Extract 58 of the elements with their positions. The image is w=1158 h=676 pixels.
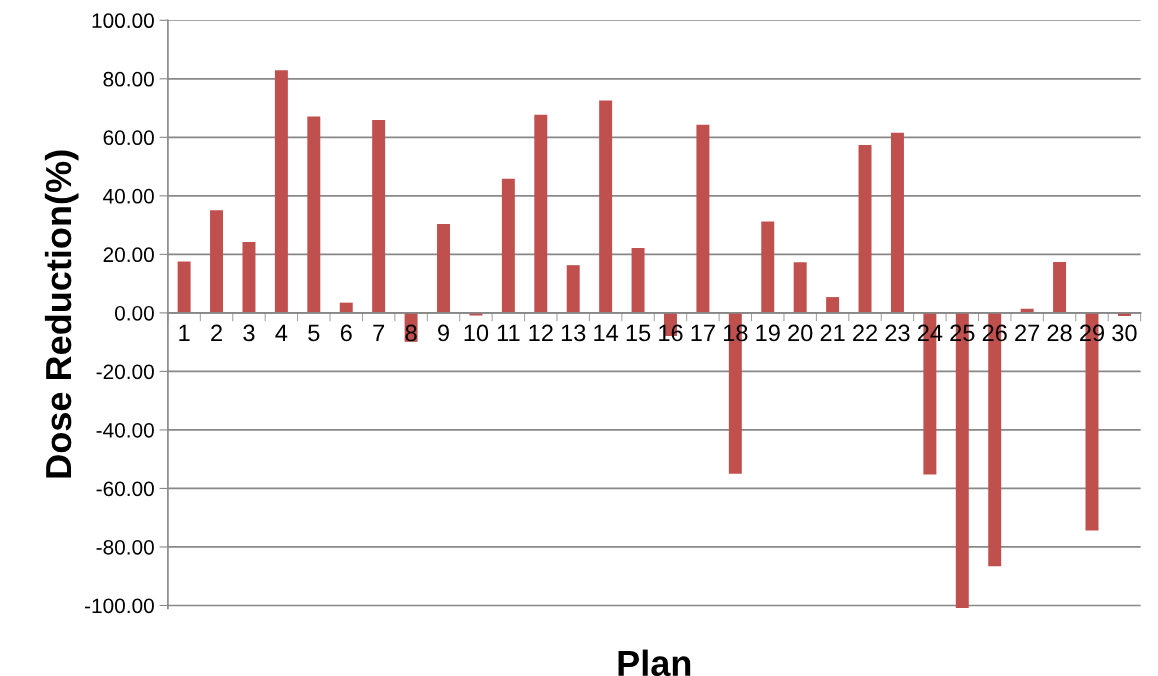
- x-tick-label: 27: [1015, 324, 1040, 342]
- x-tick-label: 17: [691, 324, 715, 342]
- bar: [210, 210, 224, 313]
- y-tick-label: -100.00: [84, 598, 154, 614]
- bar: [890, 132, 904, 313]
- y-tick-label: -20.00: [96, 364, 154, 380]
- bar: [437, 223, 450, 313]
- x-tick-label: 3: [243, 324, 255, 342]
- y-tick-label: -40.00: [96, 422, 154, 438]
- bar: [372, 120, 386, 313]
- x-axis-title: Plan: [618, 649, 691, 676]
- bar: [696, 124, 710, 313]
- y-tick-label: 0.00: [114, 305, 154, 321]
- bar: [177, 261, 191, 313]
- bar: [631, 247, 645, 313]
- x-tick-label: 19: [756, 324, 780, 342]
- x-tick-label: 8: [405, 324, 417, 342]
- x-tick-label: 4: [275, 324, 288, 342]
- x-tick-label: 12: [529, 324, 553, 342]
- x-tick-label: 11: [497, 324, 520, 342]
- x-tick-label: 21: [820, 324, 845, 342]
- x-tick-label: 30: [1112, 324, 1137, 342]
- x-tick-label: 23: [885, 324, 910, 342]
- bar: [274, 70, 288, 313]
- x-tick-label: 28: [1047, 324, 1072, 342]
- x-tick-label: 10: [464, 324, 489, 342]
- bar: [826, 297, 840, 313]
- bar: [1053, 261, 1067, 313]
- x-tick-label: 14: [594, 324, 619, 342]
- bar: [761, 221, 775, 313]
- y-tick-label: 80.00: [103, 71, 154, 87]
- x-tick-label: 15: [626, 324, 651, 342]
- x-tick-label: 9: [438, 324, 449, 342]
- bar: [793, 262, 807, 313]
- bar: [599, 100, 613, 313]
- bar: [242, 242, 256, 313]
- y-axis-title: Dose Reduction(%): [44, 150, 79, 478]
- x-tick-label: 16: [659, 324, 683, 342]
- x-tick-label: 2: [211, 324, 222, 342]
- x-tick-label: 7: [373, 324, 385, 342]
- y-tick-label: 100.00: [92, 13, 154, 29]
- y-tick-label: -60.00: [96, 481, 154, 497]
- x-tick-label: 20: [788, 324, 813, 342]
- x-tick-label: 6: [340, 324, 352, 342]
- y-tick-label: 40.00: [103, 188, 154, 204]
- bar: [566, 265, 580, 313]
- y-tick-label: 20.00: [103, 247, 154, 263]
- x-tick-label: 24: [917, 324, 943, 342]
- y-tick-label: -80.00: [96, 539, 154, 555]
- bar: [501, 178, 515, 313]
- x-tick-label: 22: [853, 324, 877, 342]
- bar: [534, 114, 548, 313]
- bar: [858, 144, 872, 313]
- x-tick-label: 1: [179, 324, 190, 342]
- y-tick-label: 60.00: [103, 130, 154, 146]
- bar: [307, 116, 321, 313]
- x-tick-label: 13: [561, 324, 586, 342]
- x-tick-label: 5: [308, 324, 320, 342]
